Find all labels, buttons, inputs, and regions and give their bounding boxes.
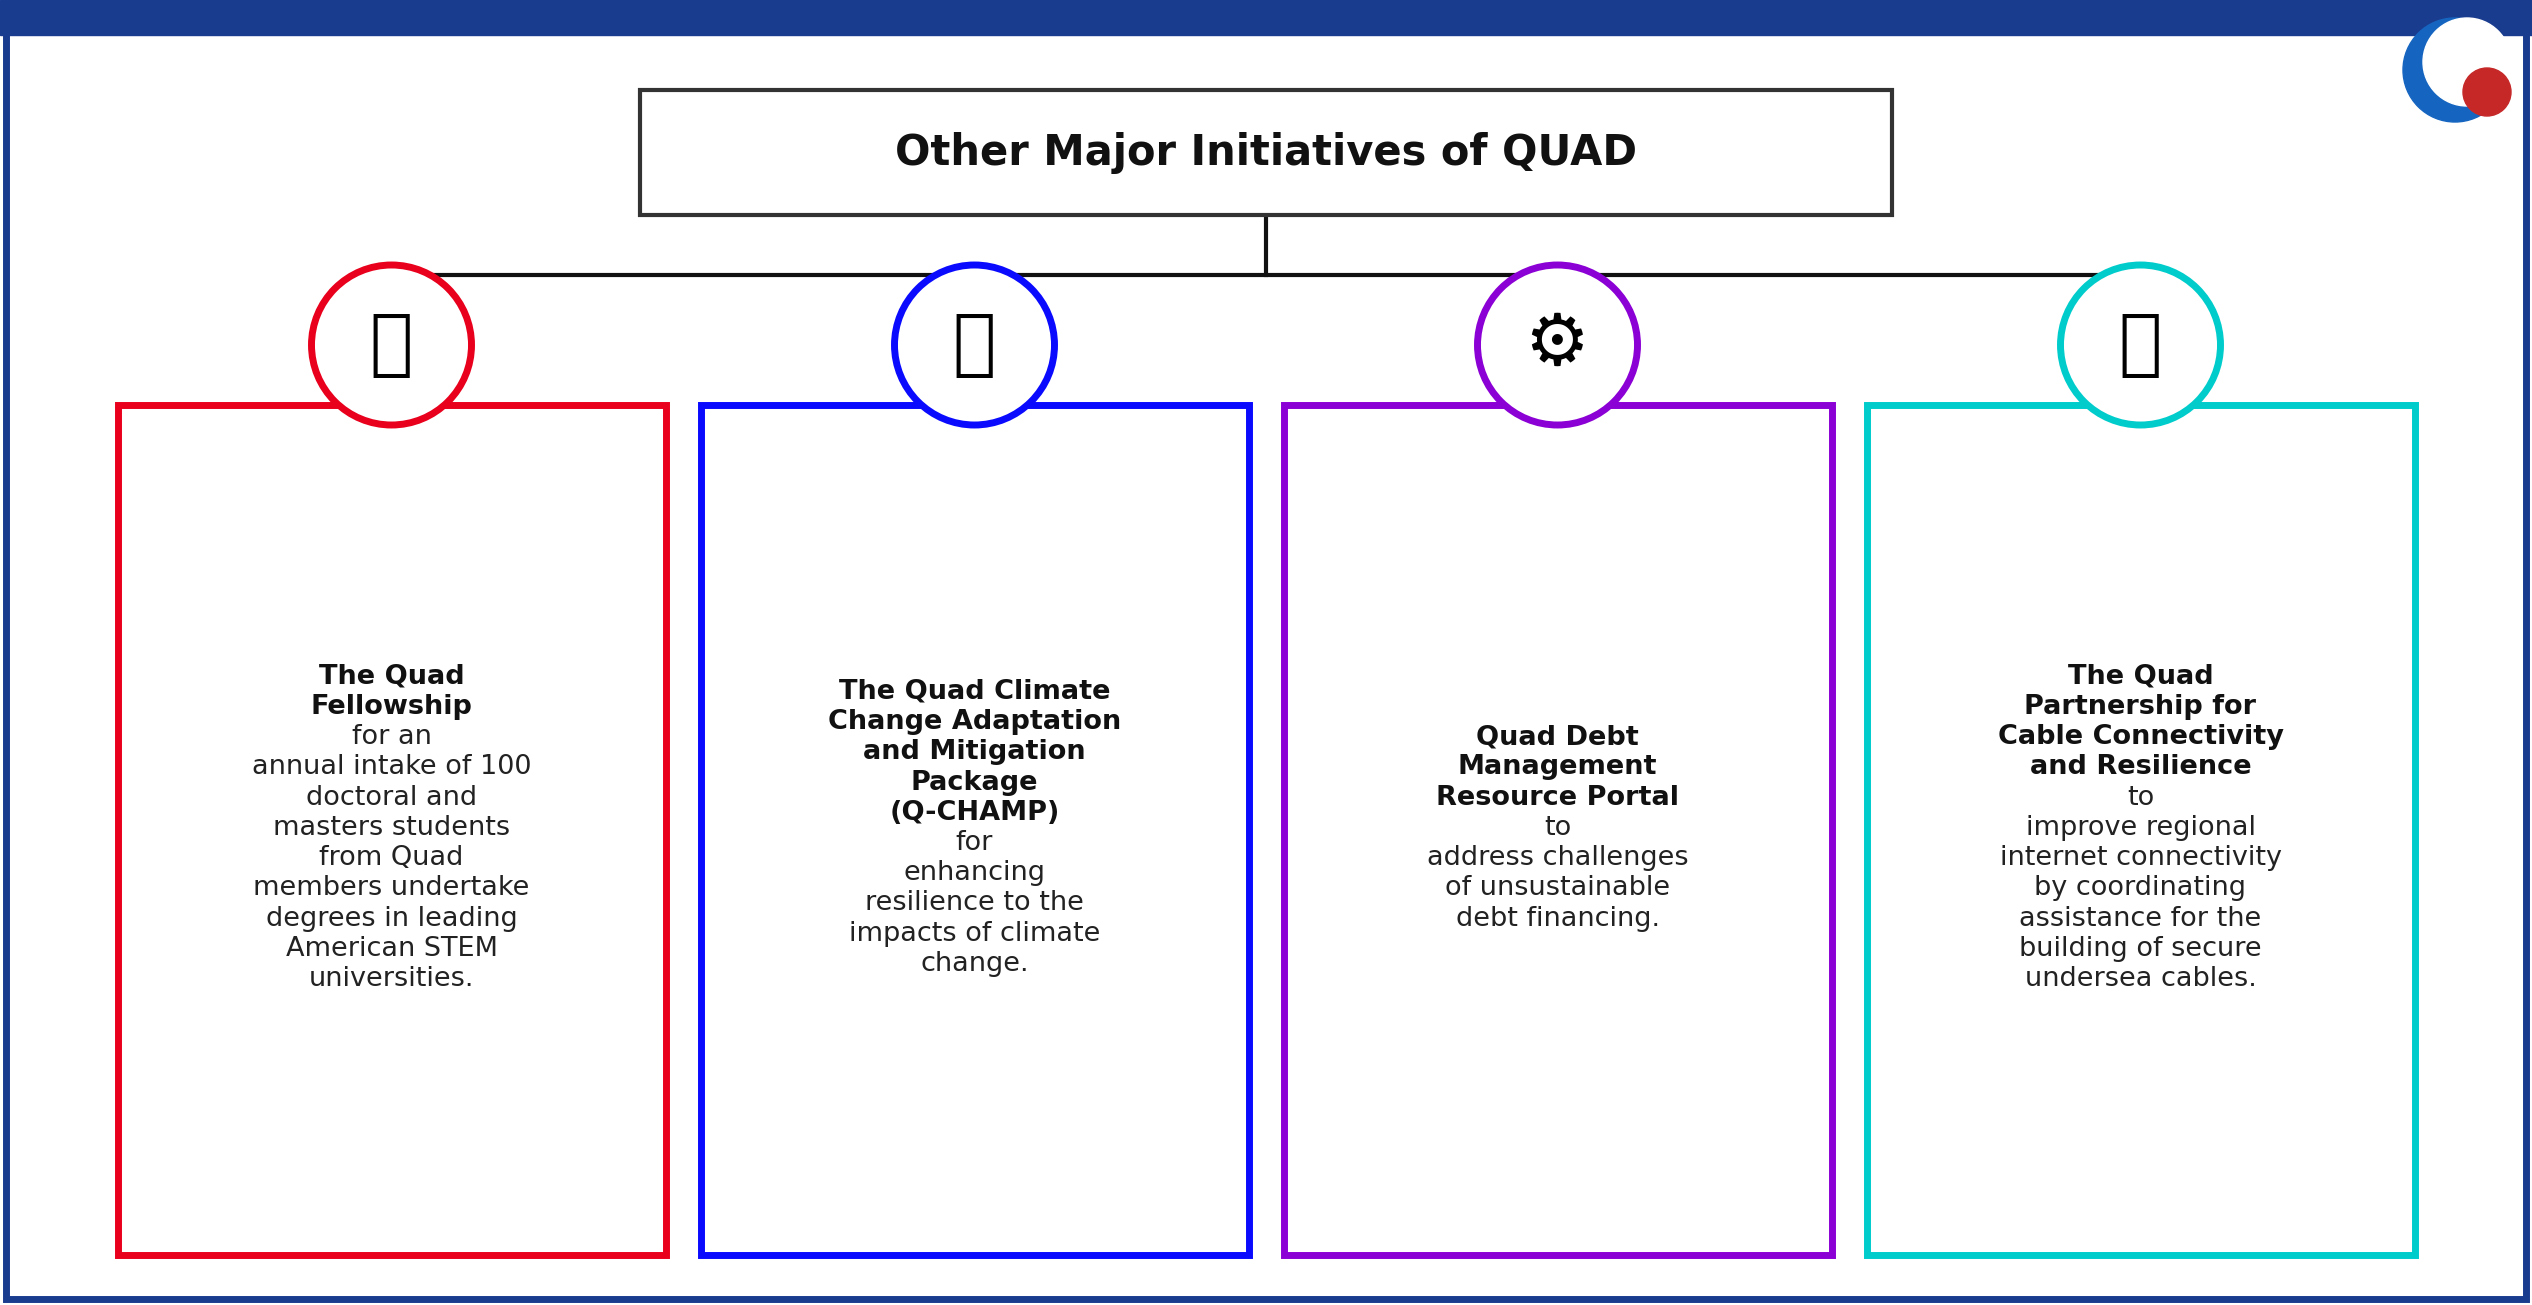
Text: address challenges: address challenges [1426, 846, 1689, 872]
Text: Management: Management [1458, 754, 1658, 780]
Text: masters students: masters students [273, 814, 509, 840]
Text: The Quad: The Quad [319, 664, 463, 690]
Text: impacts of climate: impacts of climate [848, 920, 1101, 946]
Text: degrees in leading: degrees in leading [266, 906, 517, 932]
Text: internet connectivity: internet connectivity [2000, 846, 2281, 872]
Text: undersea cables.: undersea cables. [2026, 966, 2256, 992]
Text: by coordinating: by coordinating [2036, 876, 2246, 902]
Text: 🌍: 🌍 [952, 311, 995, 380]
Text: Package: Package [912, 770, 1038, 796]
Text: of unsustainable: of unsustainable [1446, 876, 1671, 902]
Text: Quad Debt: Quad Debt [1476, 724, 1638, 750]
Text: (Q-CHAMP): (Q-CHAMP) [889, 800, 1061, 826]
Text: resilience to the: resilience to the [866, 890, 1084, 916]
Text: Other Major Initiatives of QUAD: Other Major Initiatives of QUAD [894, 132, 1638, 174]
Text: for: for [955, 830, 993, 856]
Text: improve regional: improve regional [2026, 814, 2256, 840]
Text: to: to [2127, 784, 2155, 810]
Text: 🤝: 🤝 [2119, 311, 2162, 380]
FancyBboxPatch shape [116, 405, 666, 1255]
Text: Cable Connectivity: Cable Connectivity [1998, 724, 2284, 750]
Text: for an: for an [352, 724, 430, 750]
FancyBboxPatch shape [641, 90, 1891, 215]
Text: to: to [1545, 814, 1572, 840]
Circle shape [2423, 18, 2512, 106]
Text: universities.: universities. [309, 966, 473, 992]
FancyBboxPatch shape [701, 405, 1248, 1255]
Text: and Mitigation: and Mitigation [863, 740, 1086, 765]
Text: Change Adaptation: Change Adaptation [828, 709, 1122, 735]
Circle shape [1479, 265, 1638, 425]
Circle shape [2403, 18, 2507, 121]
Text: ⚙️: ⚙️ [1524, 311, 1590, 380]
Text: from Quad: from Quad [319, 846, 463, 872]
Text: and Resilience: and Resilience [2031, 754, 2251, 780]
Text: change.: change. [919, 951, 1028, 977]
Text: The Quad: The Quad [2069, 664, 2213, 690]
Circle shape [2464, 68, 2512, 116]
Circle shape [2061, 265, 2221, 425]
Text: American STEM: American STEM [286, 936, 496, 962]
Text: The Quad Climate: The Quad Climate [838, 679, 1109, 705]
Text: debt financing.: debt financing. [1456, 906, 1658, 932]
Circle shape [311, 265, 471, 425]
Text: enhancing: enhancing [904, 860, 1046, 886]
Text: assistance for the: assistance for the [2021, 906, 2261, 932]
Bar [0, 0, 2532, 35]
Text: annual intake of 100: annual intake of 100 [251, 754, 532, 780]
Circle shape [894, 265, 1053, 425]
Text: 🤲: 🤲 [370, 311, 413, 380]
Text: members undertake: members undertake [253, 876, 529, 902]
FancyBboxPatch shape [1284, 405, 1831, 1255]
Text: Resource Portal: Resource Portal [1436, 784, 1679, 810]
FancyBboxPatch shape [1866, 405, 2416, 1255]
Text: doctoral and: doctoral and [306, 784, 476, 810]
Text: building of secure: building of secure [2018, 936, 2261, 962]
Text: Fellowship: Fellowship [311, 694, 473, 720]
Text: Partnership for: Partnership for [2026, 694, 2256, 720]
